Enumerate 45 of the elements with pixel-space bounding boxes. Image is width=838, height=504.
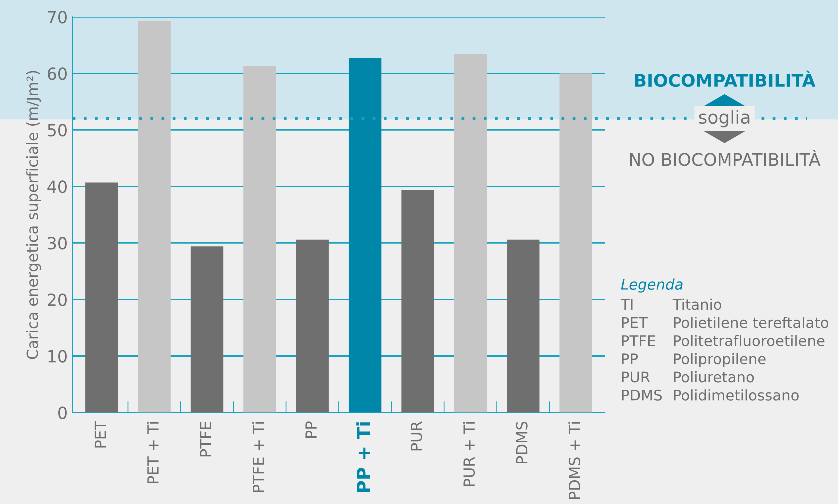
x-tick-label: PDMS xyxy=(516,422,528,464)
bar xyxy=(402,190,434,413)
x-tick-label: PTFE + Ti xyxy=(252,422,264,492)
text: PUR xyxy=(622,372,650,383)
x-tick-label: PET + Ti xyxy=(147,422,159,484)
text: Politetrafluoroetilene xyxy=(674,335,825,346)
text: Polidimetilossano xyxy=(674,390,799,401)
bar xyxy=(348,58,382,413)
text: TI xyxy=(620,299,633,310)
text: Polipropilene xyxy=(674,353,766,368)
text: PDMS xyxy=(622,390,662,401)
bar xyxy=(454,54,488,413)
x-tick-label: PET xyxy=(94,421,106,448)
bar xyxy=(138,21,171,413)
text: Polietilene tereftalato xyxy=(674,317,829,328)
text: Titanio xyxy=(672,298,722,310)
text: PTFE xyxy=(622,336,656,346)
y-axis-title: Carica energetica superficiale (m/Jm²) xyxy=(26,71,42,360)
y-tick-label: 20 xyxy=(48,294,67,306)
text: Legenda xyxy=(621,278,683,293)
y-tick-label: 0 xyxy=(58,406,67,420)
bar xyxy=(296,240,329,413)
x-tick-label: PP + Ti xyxy=(356,422,370,492)
y-tick-label: 40 xyxy=(48,180,67,194)
x-tick-label: PP xyxy=(306,422,317,438)
bar xyxy=(507,240,540,413)
y-tick-label: 30 xyxy=(48,237,67,250)
ref-line-label: soglia xyxy=(699,110,750,128)
y-tick-label: 50 xyxy=(48,124,67,137)
text: NO BIOCOMPATIBILITÀ xyxy=(630,150,821,166)
x-tick-label: PTFE xyxy=(200,422,212,457)
bar xyxy=(244,66,276,413)
x-tick-label: PUR xyxy=(411,422,422,451)
bar xyxy=(190,246,224,413)
x-tick-label: PDMS + Ti xyxy=(568,422,580,500)
y-tick-label: 10 xyxy=(48,350,67,363)
bar xyxy=(86,182,118,413)
text: Poliuretano xyxy=(674,371,754,383)
text: BIOCOMPATIBILITÀ xyxy=(635,70,816,88)
y-tick-label: 70 xyxy=(48,11,67,24)
text: PET xyxy=(622,317,648,328)
bar xyxy=(560,74,592,413)
x-tick-label: PUR + Ti xyxy=(463,422,476,486)
text: PP xyxy=(622,354,638,364)
y-tick-label: 60 xyxy=(48,68,67,80)
